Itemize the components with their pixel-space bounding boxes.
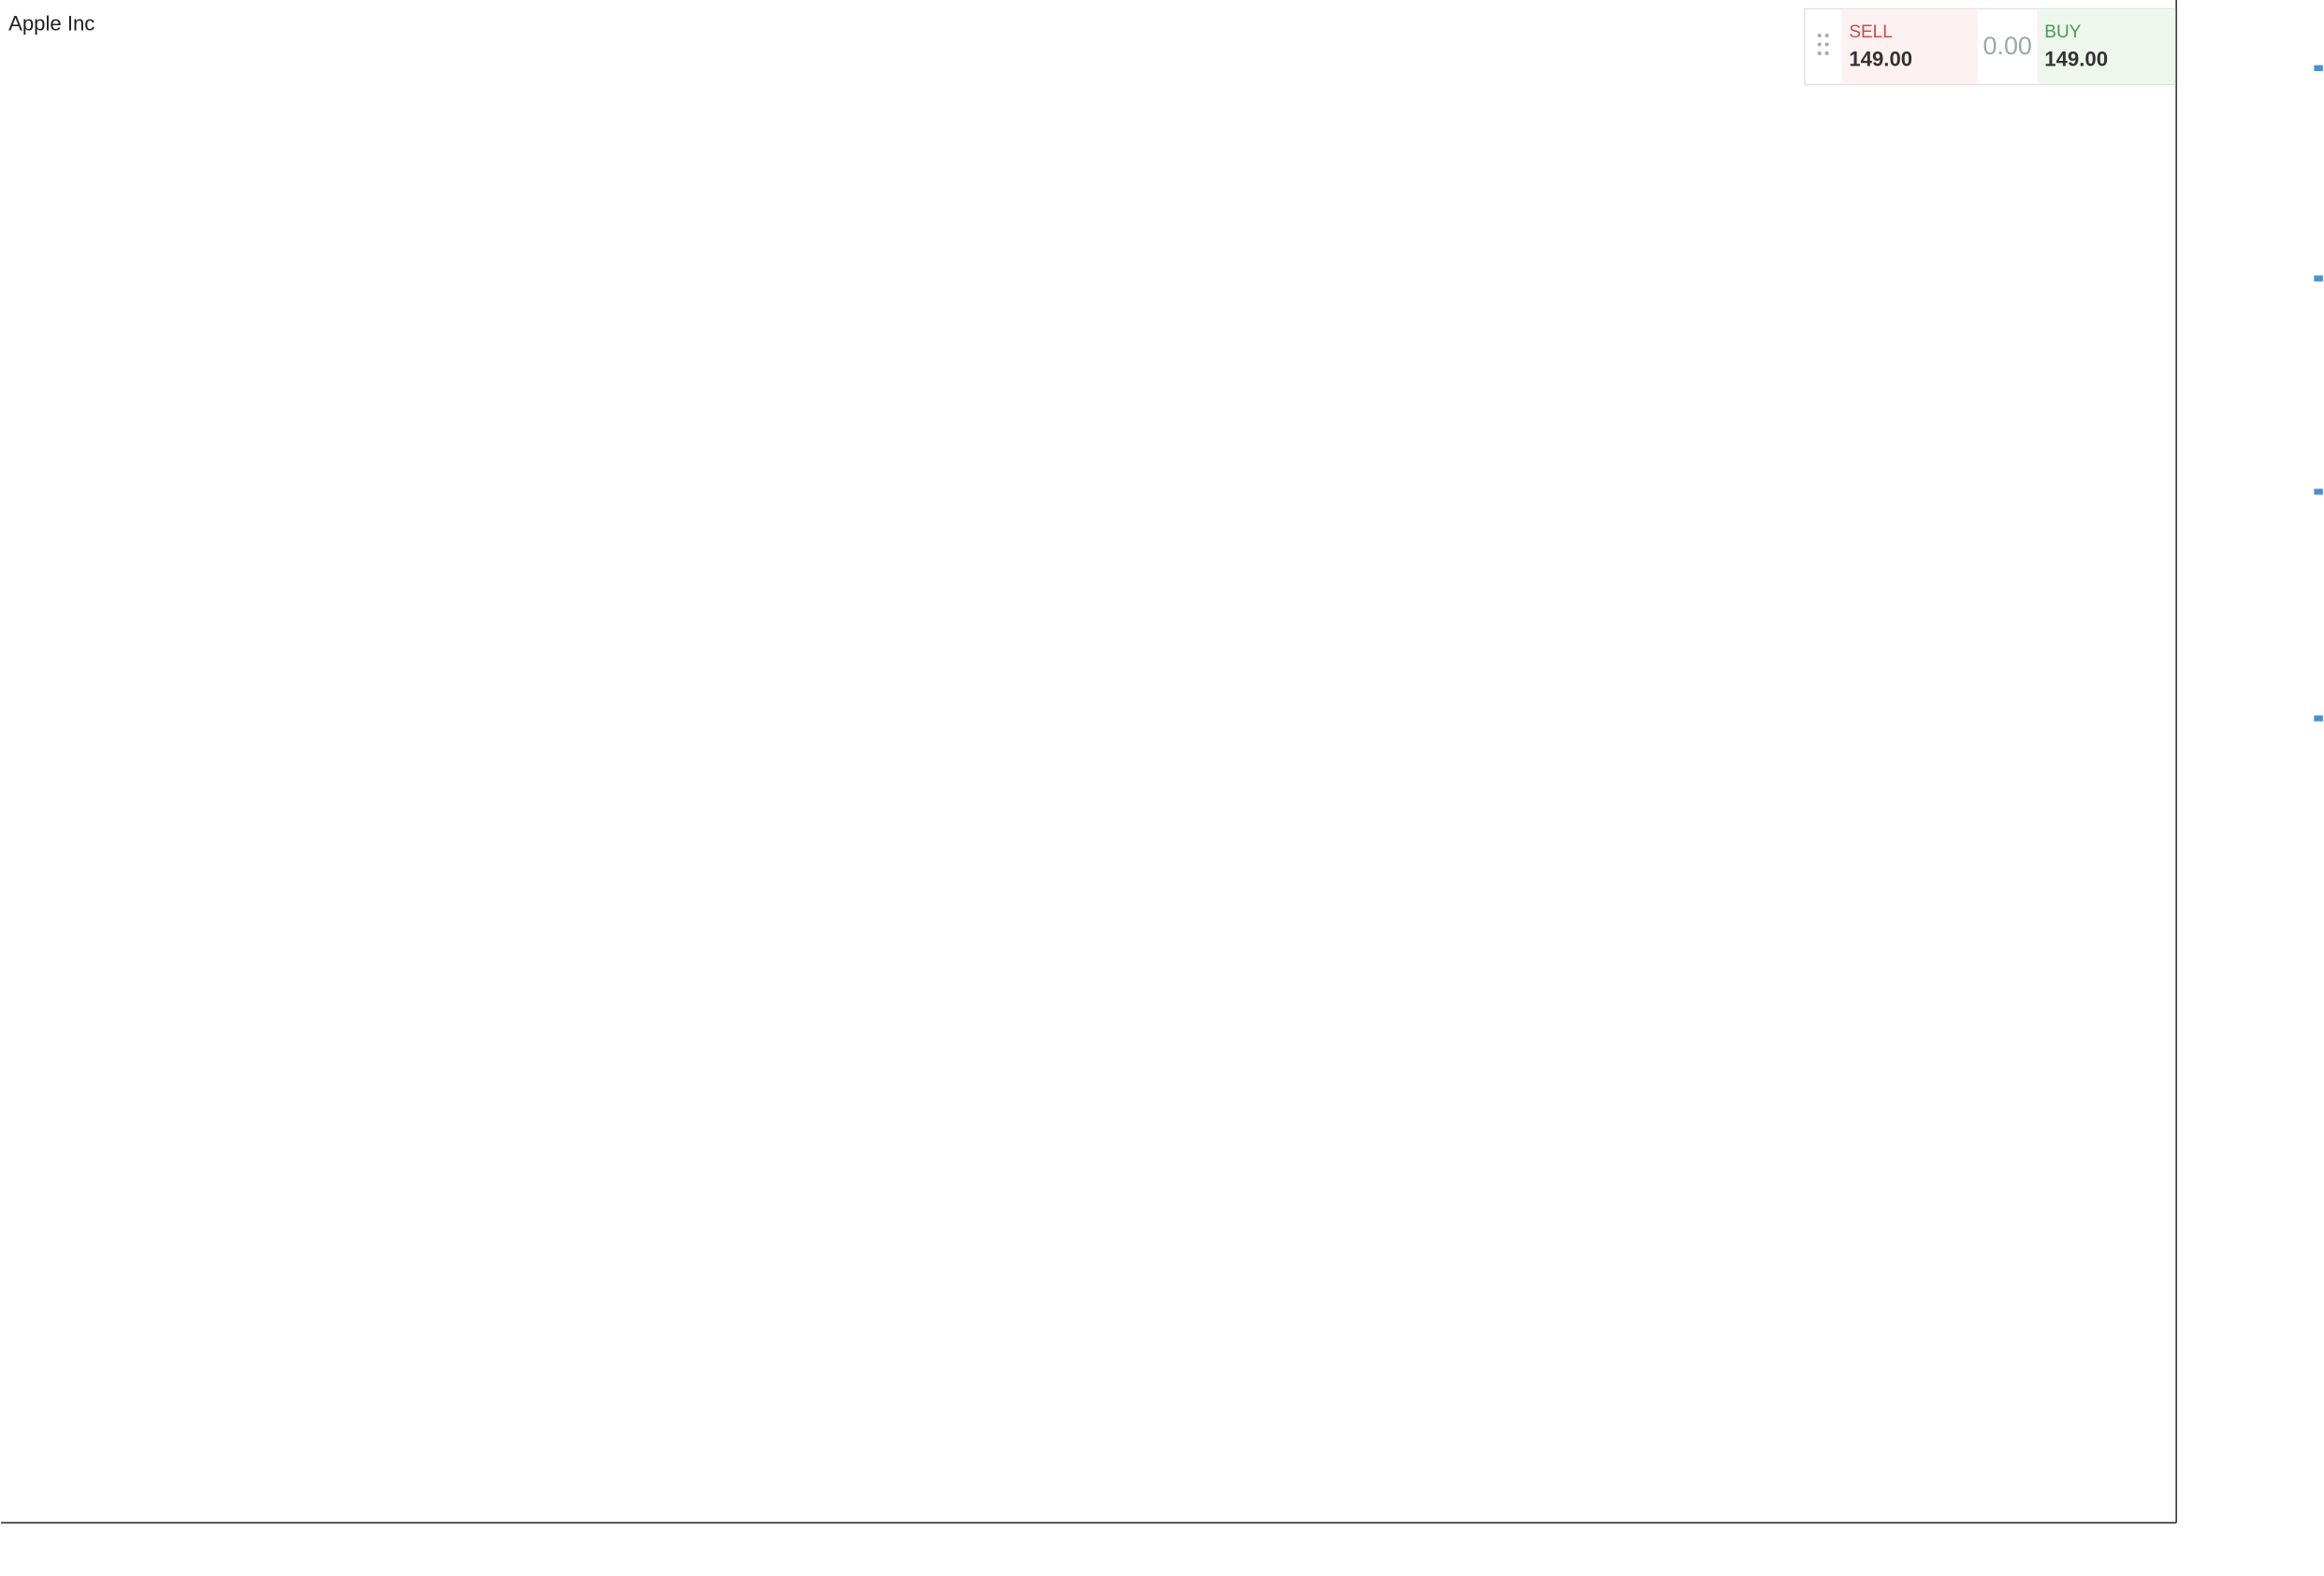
sell-price: 149.00 bbox=[1849, 48, 1912, 71]
buy-price: 149.00 bbox=[2044, 48, 2108, 71]
toolbar-edge bbox=[2314, 65, 2323, 722]
buy-button[interactable] bbox=[2037, 10, 2175, 83]
sell-button[interactable] bbox=[1841, 10, 1979, 83]
trade-panel[interactable]: SELL 149.00 0.00 BUY 149.00 bbox=[1804, 7, 2176, 86]
buy-label: BUY bbox=[2044, 22, 2081, 42]
spread: 0.00 bbox=[1983, 32, 2032, 60]
sell-label: SELL bbox=[1849, 22, 1892, 42]
drag-grip[interactable] bbox=[1817, 33, 1829, 56]
chart-title: Apple Inc bbox=[8, 12, 94, 36]
